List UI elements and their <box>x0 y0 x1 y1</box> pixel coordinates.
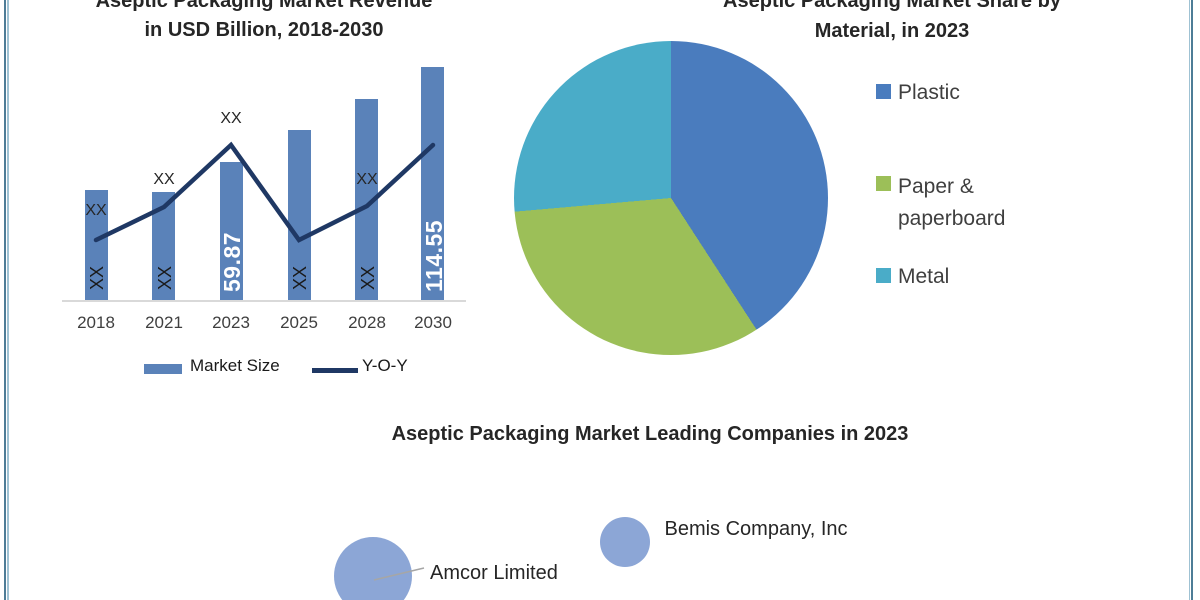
tick-2030: 2030 <box>414 313 452 332</box>
yoy-label-2018: XX <box>85 202 107 219</box>
yoy-label-2028: XX <box>356 171 378 188</box>
plastic-swatch-icon <box>876 84 891 99</box>
yoy-label-2021: XX <box>153 171 175 188</box>
market-size-swatch-icon <box>144 364 182 374</box>
metal-swatch-icon <box>876 268 891 283</box>
yoy-line-swatch-icon <box>312 368 358 373</box>
companies-chart-title: Aseptic Packaging Market Leading Compani… <box>391 423 909 445</box>
legend-plastic: Plastic <box>898 81 960 104</box>
legend-market-size: Market Size <box>190 356 280 375</box>
page-border-right-inner <box>1188 0 1190 600</box>
bar-2028 <box>355 99 378 300</box>
page-border-left-inner <box>7 0 9 600</box>
amcor-label: Amcor Limited <box>430 562 558 584</box>
tick-2025: 2025 <box>280 313 318 332</box>
page-border-left-outer <box>4 0 6 600</box>
bemis-label: Bemis Company, Inc <box>664 518 848 540</box>
bar-2030 <box>421 67 444 300</box>
legend-paper-paperboard: Paper & paperboard <box>898 175 1006 230</box>
tick-2018: 2018 <box>77 313 115 332</box>
legend-metal: Metal <box>898 265 950 288</box>
tick-2028: 2028 <box>348 313 386 332</box>
pie-chart-title: Aseptic Packaging Market Share by Materi… <box>723 0 1061 42</box>
bar-2025 <box>288 130 311 300</box>
tick-2021: 2021 <box>145 313 183 332</box>
bar-2018 <box>85 190 108 300</box>
bemis-bubble <box>600 517 650 567</box>
yoy-line <box>93 141 436 243</box>
revenue-chart-title: Aseptic Packaging Market Revenue in USD … <box>95 0 433 41</box>
yoy-line-chart <box>93 141 436 243</box>
legend-yoy: Y-O-Y <box>362 356 408 375</box>
bar-2021 <box>152 192 175 300</box>
yoy-label-2023: XX <box>220 110 242 127</box>
tick-2023: 2023 <box>212 313 250 332</box>
page-border-right-outer <box>1191 0 1193 600</box>
amcor-bubble <box>334 537 412 600</box>
x-axis-line <box>62 300 466 302</box>
bar-2023 <box>220 162 243 300</box>
pie <box>514 41 828 355</box>
paper-paperboard-swatch-icon <box>876 176 891 191</box>
